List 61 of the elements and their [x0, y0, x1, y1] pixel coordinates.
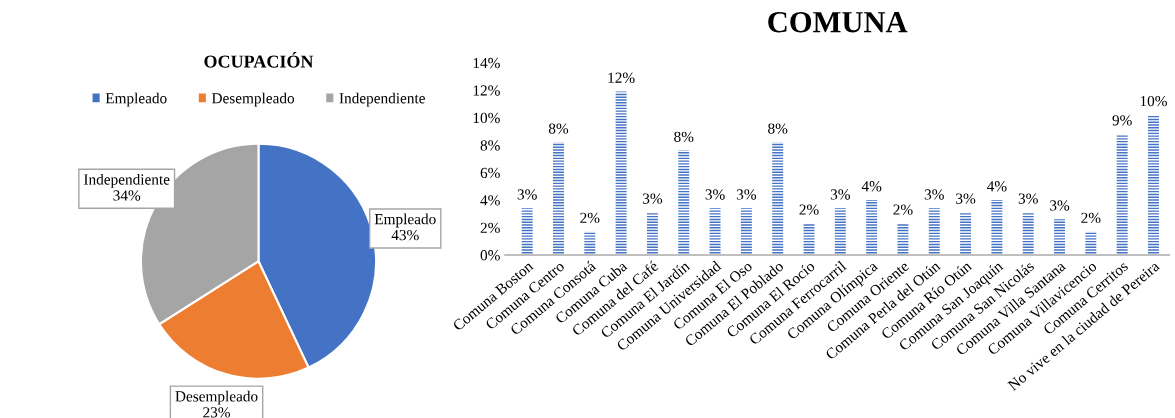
- bar: [1147, 114, 1159, 255]
- bar: [740, 208, 752, 255]
- bar: [928, 208, 940, 255]
- legend-label: Empleado: [105, 92, 167, 107]
- bar: [584, 231, 596, 255]
- bar: [646, 212, 658, 255]
- y-tick-label: 0%: [480, 250, 500, 261]
- data-label: 2%: [580, 212, 600, 224]
- data-label: 4%: [987, 181, 1007, 192]
- bar: [897, 223, 909, 255]
- y-tick-label: 10%: [473, 112, 500, 124]
- data-label: 43%: [391, 229, 419, 241]
- y-tick-label: 4%: [480, 195, 500, 206]
- bar: [678, 150, 690, 255]
- slice-label: Independiente: [83, 173, 170, 188]
- legend-label: Independiente: [339, 92, 425, 107]
- data-label: 3%: [956, 193, 976, 204]
- bar: [1054, 219, 1065, 255]
- data-label: 3%: [1050, 200, 1070, 211]
- y-tick-label: 12%: [473, 85, 500, 96]
- data-label: 9%: [1112, 115, 1132, 126]
- data-label: 3%: [705, 189, 725, 200]
- chart-title: OCUPACIÓN: [204, 52, 314, 68]
- y-tick-label: 14%: [473, 57, 500, 69]
- data-label: 8%: [768, 123, 788, 134]
- bar: [709, 208, 721, 255]
- bar: [1085, 231, 1097, 255]
- data-label: 3%: [1018, 193, 1038, 204]
- legend-label: Desempleado: [211, 92, 295, 107]
- chart-title: COMUNA: [768, 11, 908, 33]
- y-tick-label: 8%: [480, 140, 500, 151]
- bar: [553, 142, 564, 255]
- y-tick-label: 2%: [480, 222, 500, 234]
- bar: [866, 200, 878, 255]
- bar: [1022, 212, 1034, 255]
- data-label: 8%: [674, 131, 694, 142]
- data-label: 3%: [736, 189, 757, 200]
- data-label: 3%: [830, 189, 850, 200]
- bar: [772, 142, 784, 255]
- data-label: 2%: [799, 204, 819, 215]
- y-tick-label: 6%: [480, 167, 500, 179]
- data-label: 8%: [548, 123, 569, 134]
- data-label: 34%: [113, 190, 141, 201]
- bar: [521, 208, 533, 255]
- bar: [960, 212, 972, 255]
- data-label: 3%: [517, 189, 537, 200]
- data-label: 3%: [642, 193, 663, 204]
- data-label: 23%: [203, 407, 231, 418]
- data-label: 2%: [893, 204, 913, 215]
- slice-label: Empleado: [374, 213, 436, 228]
- data-label: 2%: [1081, 212, 1101, 224]
- bar: [991, 200, 1003, 255]
- bar: [615, 91, 627, 255]
- bar: [1116, 134, 1128, 255]
- bar: [834, 208, 846, 255]
- data-label: 3%: [924, 189, 944, 200]
- data-label: 10%: [1140, 95, 1167, 107]
- data-label: 4%: [861, 181, 882, 192]
- slice-label: Desempleado: [175, 390, 258, 405]
- data-label: 12%: [608, 72, 635, 83]
- bar: [803, 223, 815, 255]
